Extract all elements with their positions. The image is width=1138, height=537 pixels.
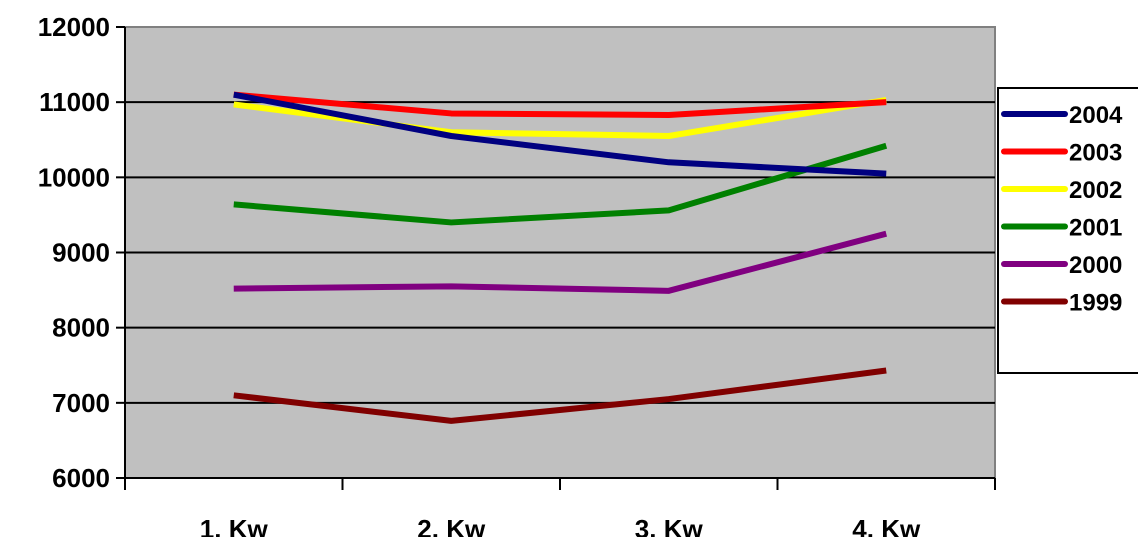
series-line-2001 xyxy=(233,142,888,226)
series-line-2003 xyxy=(233,91,887,118)
legend-label: 2002 xyxy=(1069,177,1122,204)
series-line-1999 xyxy=(233,367,887,424)
x-tick-label: 1. Kw xyxy=(200,514,269,537)
legend-label: 2003 xyxy=(1069,140,1122,167)
legend-label: 2004 xyxy=(1069,102,1123,129)
x-tick-label: 4. Kw xyxy=(852,514,921,537)
legend-label: 1999 xyxy=(1069,290,1122,317)
y-tick-label: 7000 xyxy=(52,388,110,418)
x-tick-label: 3. Kw xyxy=(635,514,704,537)
y-tick-label: 12000 xyxy=(38,12,110,42)
y-tick-label: 8000 xyxy=(52,313,110,343)
y-tick-label: 6000 xyxy=(52,463,110,493)
series-line-2004 xyxy=(233,91,887,177)
y-axis-ticks: 6000 7000 8000 9000 10000 11000 12000 xyxy=(38,12,125,493)
x-tick-label: 2. Kw xyxy=(417,514,486,537)
legend-label: 2001 xyxy=(1069,215,1122,242)
legend: 2004 2003 2002 2001 2000 1999 xyxy=(997,87,1138,374)
y-tick-label: 9000 xyxy=(52,238,110,268)
x-axis-ticks: 1. Kw 2. Kw 3. Kw 4. Kw xyxy=(124,478,996,537)
legend-label: 2000 xyxy=(1069,252,1122,279)
legend-box xyxy=(997,87,1138,374)
series-lines xyxy=(233,91,888,424)
series-line-2000 xyxy=(233,230,888,294)
y-tick-label: 11000 xyxy=(39,87,110,117)
y-tick-label: 10000 xyxy=(38,162,110,192)
